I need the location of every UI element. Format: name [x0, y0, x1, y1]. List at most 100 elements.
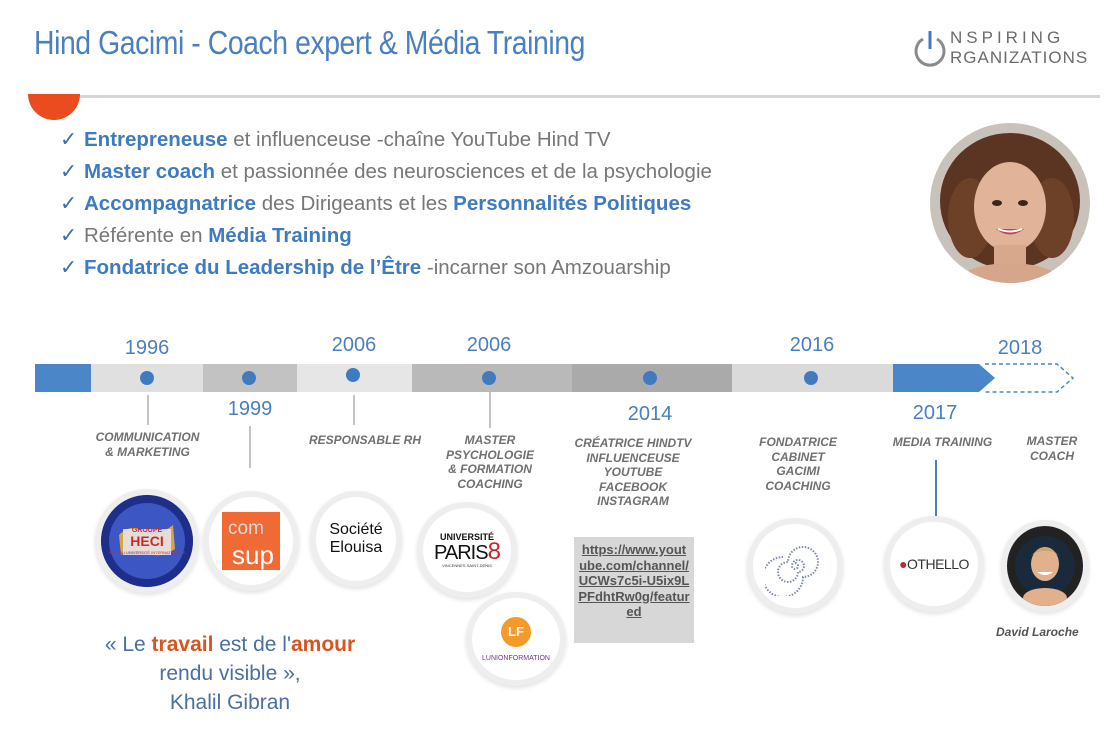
role-line: COACHING — [457, 476, 523, 491]
bullet-bold: Master coach — [84, 160, 216, 183]
david-laroche-photo — [1007, 526, 1083, 606]
role-master-coach: MASTER COACH — [1012, 434, 1092, 463]
role-line: INFLUENCEUSE — [586, 450, 680, 465]
role-communication-marketing: COMMUNICATION & MARKETING — [80, 430, 215, 459]
connector-line — [249, 426, 251, 468]
spiral-icon — [765, 546, 819, 596]
role-line: PSYCHOLOGIE — [445, 447, 534, 462]
role-master-psychologie: MASTER PSYCHOLOGIE & FORMATION COACHING — [430, 433, 550, 491]
quote-text: rendu visible », — [159, 662, 301, 685]
bullet-text: et influenceuse -chaîne YouTube Hind TV — [227, 128, 611, 151]
role-line: GACIMI — [776, 464, 820, 478]
elouisa-text-1: Société — [329, 521, 383, 538]
check-icon: ✓ — [60, 128, 78, 151]
role-line: INSTAGRAM — [597, 494, 669, 508]
year-label: 2018 — [997, 337, 1043, 359]
paris8-text-3: 8 — [487, 538, 501, 565]
timeline-dot — [482, 371, 496, 385]
timeline-dot — [346, 368, 360, 382]
power-icon — [914, 31, 946, 67]
heci-top-text: GROUPE — [132, 527, 163, 534]
bullet-text: des Dirigeants et les — [256, 192, 454, 215]
comsup-text-1: com — [228, 518, 264, 539]
check-icon: ✓ — [60, 192, 78, 215]
bullet-text: -incarner son Amzouarship — [421, 256, 671, 279]
heci-logo: GROUPE HECI RÉSEAU UNIVERSITÉ INTERNATIO… — [101, 495, 193, 587]
paris8-logo: UNIVERSITÉ PARIS8 VINCENNES-SAINT-DENIS — [423, 508, 511, 592]
quote-highlight: travail — [151, 633, 214, 656]
youtube-link-box: https://www.youtube.com/channel/UCWs7c5i… — [574, 537, 694, 643]
role-line: CABINET — [771, 449, 825, 464]
paris8-text-1: UNIVERSITÉ — [439, 532, 494, 542]
societe-elouisa-logo: Société Elouisa — [316, 497, 396, 581]
lunion-mark: LF — [501, 616, 531, 647]
inspiring-organizations-logo: NSPIRING RGANIZATIONS — [912, 26, 1092, 70]
connector-line — [147, 395, 149, 425]
comsup-text-2: sup — [232, 540, 274, 570]
bullet-item: ✓ Fondatrice du Leadership de l’Être -inc… — [60, 254, 880, 286]
header-divider — [30, 95, 1100, 98]
role-fondatrice-cabinet: FONDATRICE CABINET GACIMI COACHING — [738, 435, 858, 493]
gacimi-coaching-logo — [753, 524, 837, 608]
role-line: MEDIA TRAINING — [892, 435, 993, 449]
role-responsable-rh: RESPONSABLE RH — [295, 433, 435, 448]
paris8-text: PARIS8 — [434, 540, 501, 564]
heci-sub-text: RÉSEAU UNIVERSITÉ INTERNATIONALE — [108, 550, 185, 555]
quote-highlight: amour — [290, 633, 356, 656]
page-title: Hind Gacimi - Coach expert & Média Train… — [34, 24, 585, 61]
role-line: CRÉATRICE HINDTV — [574, 436, 692, 450]
year-label: 2014 — [627, 403, 673, 425]
year-label: 1996 — [124, 337, 170, 359]
bullet-bold: Personnalités Politiques — [453, 192, 692, 215]
year-label: 2006 — [466, 334, 512, 356]
year-label: 2016 — [789, 334, 835, 356]
othello-logo: ●OTHELLO — [890, 522, 978, 606]
youtube-channel-link[interactable]: https://www.youtube.com/channel/UCWs7c5i… — [578, 542, 690, 619]
lunion-name: LUNIONFORMATION — [482, 654, 550, 662]
bio-bullet-list: ✓ Entrepreneuse et influenceuse -chaîne Y… — [60, 126, 880, 286]
heci-main-text: HECI — [130, 533, 163, 549]
role-line: & MARKETING — [105, 444, 190, 459]
comsup-logo: com sup — [209, 497, 293, 585]
lunion-formation-logo: LF LUNIONFORMATION — [472, 598, 560, 680]
role-line: COACHING — [765, 478, 831, 493]
elouisa-text-2: Elouisa — [329, 539, 383, 556]
role-line: YOUTUBE — [603, 465, 663, 479]
role-line: FACEBOOK — [598, 479, 667, 494]
connector-line — [935, 460, 937, 516]
paris8-text-4: VINCENNES-SAINT-DENIS — [442, 563, 492, 568]
paris8-text-2: PARIS — [434, 542, 489, 564]
othello-label: OTHELLO — [907, 556, 969, 572]
bullet-bold: Média Training — [208, 224, 352, 247]
timeline-dot — [643, 371, 657, 385]
role-creatrice-hindtv: CRÉATRICE HINDTV INFLUENCEUSE YOUTUBE FA… — [563, 436, 703, 509]
role-media-training: MEDIA TRAINING — [880, 435, 1005, 450]
bullet-item: ✓ Entrepreneuse et influenceuse -chaîne Y… — [60, 126, 880, 158]
timeline-arrow-dashed — [985, 363, 1075, 393]
year-label: 2006 — [331, 334, 377, 356]
khalil-gibran-quote: « Le travail est de l'amour rendu visibl… — [90, 630, 370, 717]
logo-line1: NSPIRING — [950, 28, 1065, 47]
quote-text: « Le — [104, 633, 152, 656]
timeline-dot — [140, 371, 154, 385]
role-line: RESPONSABLE RH — [308, 433, 421, 447]
role-line: FONDATRICE — [759, 435, 837, 449]
quote-author: Khalil Gibran — [169, 691, 291, 714]
timeline-dot — [242, 371, 256, 385]
bullet-text: et passionnée des neurosciences et de la… — [215, 160, 712, 183]
bullet-bold: Accompagnatrice — [84, 192, 257, 215]
logo-line2: RGANIZATIONS — [950, 48, 1089, 67]
bullet-text: Référente en — [84, 224, 209, 247]
check-icon: ✓ — [60, 160, 78, 183]
othello-text: ●OTHELLO — [899, 556, 969, 572]
year-label: 2017 — [912, 402, 958, 424]
bullet-item: ✓ Référente en Média Training — [60, 222, 880, 254]
year-label: 1999 — [227, 398, 273, 420]
bullet-item: ✓ Accompagnatrice des Dirigeants et les P… — [60, 190, 880, 222]
connector-line — [353, 395, 355, 425]
timeline-dot — [804, 371, 818, 385]
bullet-bold: Fondatrice du Leadership de l’Être — [84, 256, 422, 279]
bullet-item: ✓ Master coach et passionnée des neurosci… — [60, 158, 880, 190]
role-line: MASTER — [464, 433, 516, 447]
timeline-arrow — [893, 364, 995, 392]
